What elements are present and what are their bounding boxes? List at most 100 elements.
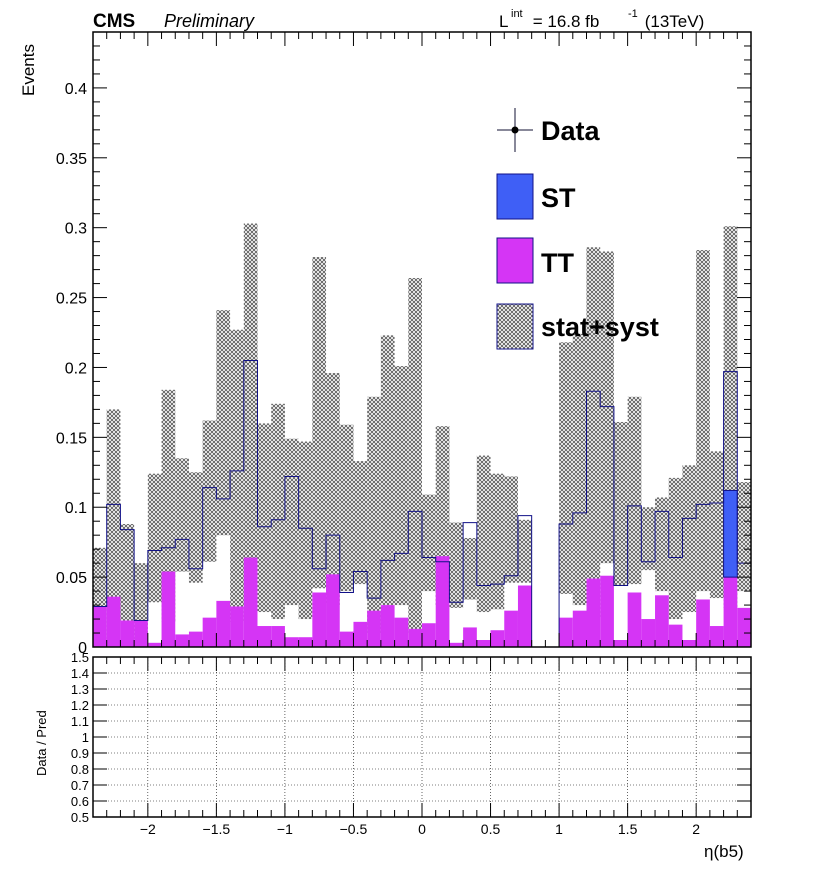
y-tick-label: 0.2 bbox=[65, 360, 87, 377]
syst-band-bin bbox=[202, 420, 217, 562]
tt-bar bbox=[723, 577, 738, 647]
syst-band-bin bbox=[326, 373, 340, 606]
legend-entry-syst: stat+syst bbox=[496, 303, 659, 350]
syst-band-bin bbox=[422, 494, 436, 592]
syst-band-bin bbox=[709, 451, 724, 599]
legend-syst-swatch bbox=[496, 303, 534, 350]
preliminary-label: Preliminary bbox=[164, 11, 255, 31]
syst-band-bin bbox=[161, 389, 176, 622]
y-tick-label: 0 bbox=[78, 640, 87, 657]
ratio-x-tick-label: 2 bbox=[692, 821, 700, 837]
stat-syst-band bbox=[93, 223, 751, 647]
stack-outline bbox=[92, 359, 752, 648]
tt-bar bbox=[230, 606, 244, 647]
tt-bar bbox=[613, 640, 628, 647]
y-tick-label: 0.1 bbox=[65, 500, 87, 517]
syst-band-bin bbox=[627, 396, 642, 585]
main-x-ticks bbox=[92, 32, 752, 647]
tt-bar bbox=[641, 619, 656, 647]
ratio-y-tick-label: 0.8 bbox=[71, 762, 89, 777]
tt-bar bbox=[271, 626, 285, 647]
syst-band-bin bbox=[394, 366, 409, 606]
syst-band-bin bbox=[559, 342, 573, 594]
ratio-x-tick-label: −1.5 bbox=[203, 821, 231, 837]
syst-band-bin bbox=[600, 251, 614, 564]
tt-bar bbox=[202, 617, 217, 647]
tt-bar bbox=[517, 585, 532, 647]
tt-bar bbox=[243, 557, 258, 647]
ratio-y-tick-label: 1.4 bbox=[71, 666, 89, 681]
legend-entry-tt: TT bbox=[496, 237, 574, 284]
tt-bar bbox=[627, 592, 642, 647]
lumi-energy: (13TeV) bbox=[640, 12, 704, 31]
lumi-superscript: int bbox=[511, 8, 523, 20]
y-tick-label: 0.05 bbox=[56, 570, 87, 587]
ratio-panel: 0.50.60.70.80.911.11.21.31.41.5 −2 −1.5 −1… bbox=[34, 650, 752, 861]
st-bar bbox=[723, 489, 738, 578]
syst-band-bin bbox=[655, 497, 669, 592]
y-tick-label: 0.25 bbox=[56, 291, 87, 308]
y-tick-label: 0.15 bbox=[56, 430, 87, 447]
syst-band-bin bbox=[696, 250, 710, 592]
tt-bar bbox=[106, 596, 121, 647]
legend-st-swatch bbox=[496, 173, 534, 220]
legend-entry-data: Data bbox=[497, 108, 601, 152]
ratio-y-tick-label: 0.5 bbox=[71, 810, 89, 825]
ratio-x-tick-label: −0.5 bbox=[340, 821, 368, 837]
legend: Data ST TT stat+syst bbox=[496, 108, 659, 350]
st-series bbox=[723, 489, 738, 578]
syst-band-bin bbox=[175, 458, 189, 572]
legend-st-label: ST bbox=[541, 183, 576, 213]
tt-bar bbox=[134, 620, 148, 647]
ratio-x-axis: −2 −1.5 −1 −0.5 0 0.5 1 1.5 2 bbox=[92, 657, 752, 837]
tt-bar bbox=[490, 630, 505, 647]
ratio-x-tick-label: −2 bbox=[140, 821, 156, 837]
syst-band-bin bbox=[490, 473, 505, 610]
syst-band-bin bbox=[737, 482, 751, 592]
ratio-x-tick-label: 0 bbox=[418, 821, 426, 837]
ratio-y-tick-label: 1 bbox=[82, 730, 89, 745]
tt-bar bbox=[476, 640, 491, 647]
tt-bar bbox=[120, 620, 135, 647]
tt-series bbox=[93, 556, 751, 647]
syst-band-bin bbox=[106, 409, 121, 603]
ratio-y-tick-label: 0.9 bbox=[71, 746, 89, 761]
syst-band-bin bbox=[586, 247, 601, 620]
syst-band-bin bbox=[476, 455, 491, 613]
syst-band-bin bbox=[284, 438, 299, 606]
tt-bar bbox=[93, 606, 107, 647]
syst-band-bin bbox=[380, 335, 395, 606]
tt-bar bbox=[737, 607, 751, 647]
syst-band-bin bbox=[298, 441, 313, 620]
syst-band-bin bbox=[668, 477, 683, 620]
ratio-y-tick-label: 1.2 bbox=[71, 698, 89, 713]
ratio-x-tick-label: 1.5 bbox=[618, 821, 638, 837]
tt-bar bbox=[408, 628, 422, 647]
tt-bar bbox=[326, 574, 340, 647]
ratio-x-tick-label: −1 bbox=[277, 821, 293, 837]
tt-bar bbox=[463, 627, 477, 647]
tt-bar bbox=[504, 610, 518, 647]
main-histogram-panel: 0 0.05 0.1 0.15 0.2 0.25 0.3 0.35 0.4 Events bbox=[19, 31, 752, 657]
ratio-y-tick-label: 1.3 bbox=[71, 682, 89, 697]
tt-bar bbox=[600, 575, 614, 647]
tt-bar bbox=[696, 599, 710, 647]
syst-band-bin bbox=[339, 424, 354, 592]
legend-tt-swatch bbox=[496, 237, 534, 284]
syst-band-bin bbox=[682, 465, 697, 613]
tt-bar bbox=[559, 617, 573, 647]
legend-syst-label: stat+syst bbox=[541, 312, 659, 342]
syst-band-bin bbox=[449, 522, 464, 608]
lumi-prefix: L bbox=[499, 12, 508, 31]
tt-bar bbox=[353, 621, 368, 647]
syst-band-bin bbox=[188, 472, 203, 583]
tt-bar bbox=[161, 571, 176, 647]
ratio-x-tick-label: 0.5 bbox=[481, 821, 501, 837]
ratio-x-tick-label: 1 bbox=[555, 821, 563, 837]
tt-bar bbox=[682, 640, 697, 647]
tt-bar bbox=[586, 578, 601, 647]
luminosity-label: L int = 16.8 fb -1 (13TeV) bbox=[499, 8, 704, 31]
tt-bar bbox=[339, 631, 354, 647]
y-tick-label: 0.35 bbox=[56, 151, 87, 168]
ratio-y-axis: 0.50.60.70.80.911.11.21.31.41.5 bbox=[71, 650, 751, 825]
